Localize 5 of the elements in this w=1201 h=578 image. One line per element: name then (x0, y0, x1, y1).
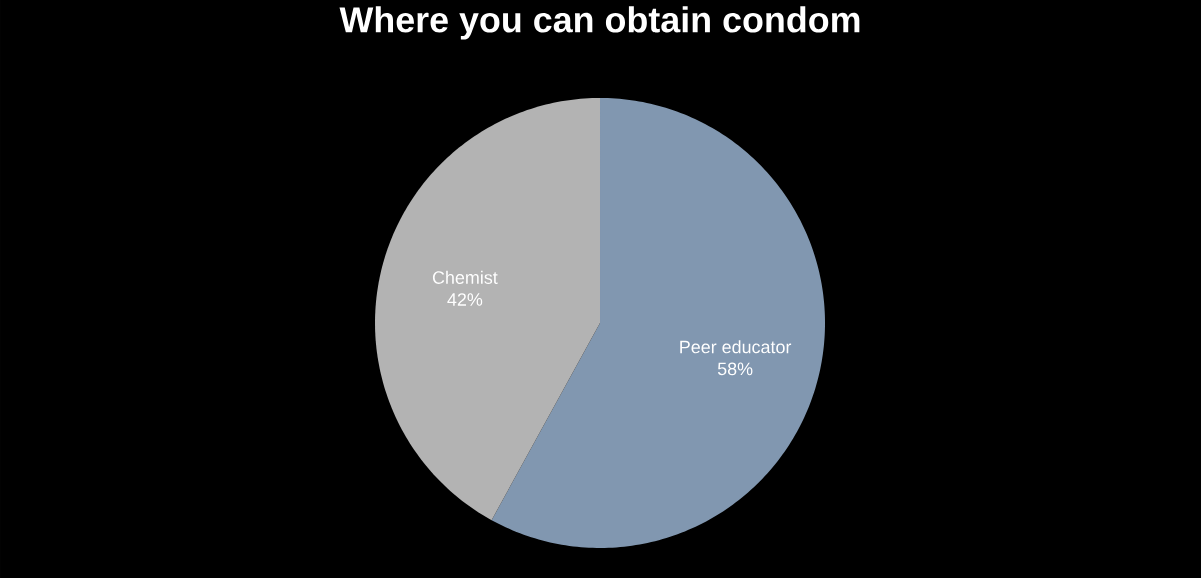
slice-label: Peer educator (680, 340, 792, 354)
data-label: 58% (717, 362, 753, 376)
chart-title: Where you can obtain condom (339, 6, 860, 40)
slice-label: Chemist (432, 270, 498, 284)
data-label: 42% (447, 293, 483, 306)
